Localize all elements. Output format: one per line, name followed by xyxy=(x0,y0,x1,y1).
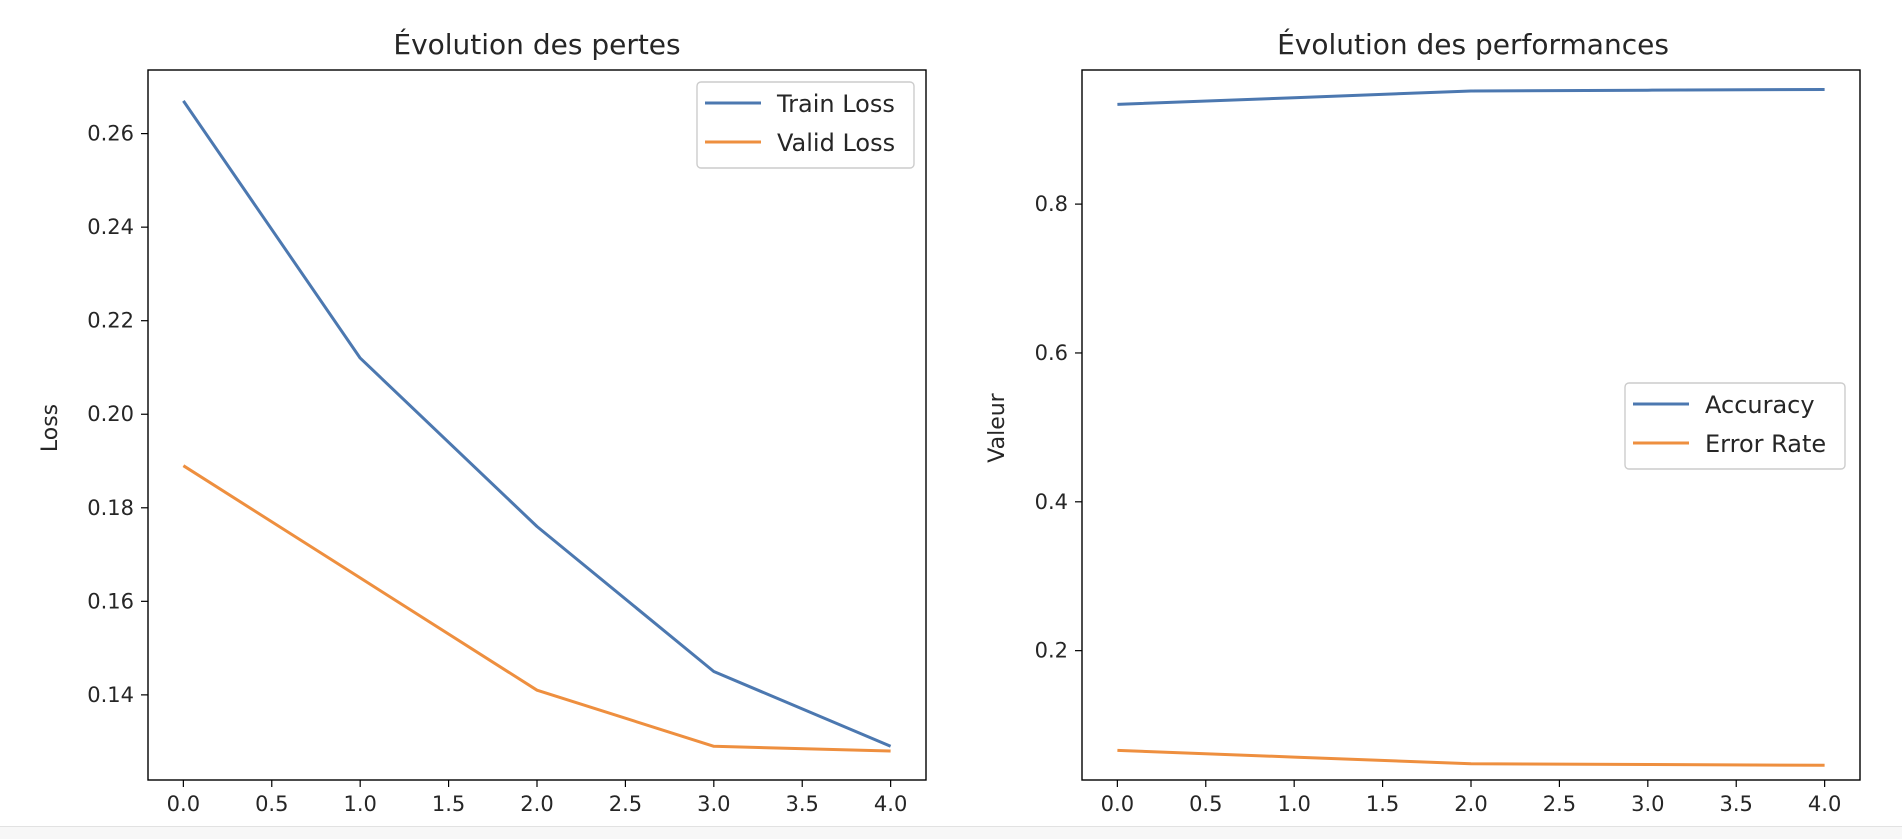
series-line-error-rate xyxy=(1117,748,1825,767)
legend-label: Valid Loss xyxy=(777,129,895,157)
loss-chart-lines xyxy=(182,100,892,753)
loss-chart: Évolution des pertes Loss 0.0 0.5 1.0 1.5 2.… xyxy=(38,27,927,816)
x-tick-label: 2.0 xyxy=(520,792,553,816)
x-tick-label: 2.0 xyxy=(1454,792,1487,816)
x-tick-label: 3.0 xyxy=(1631,792,1664,816)
y-tick-label: 0.6 xyxy=(1035,341,1068,365)
x-tick-label: 1.5 xyxy=(1366,792,1399,816)
x-tick-label: 0.0 xyxy=(167,792,200,816)
performance-chart-legend: Accuracy Error Rate xyxy=(1624,382,1846,470)
series-line-accuracy xyxy=(1117,88,1825,106)
x-tick-label: 0.0 xyxy=(1101,792,1134,816)
performance-chart: Évolution des performances Valeur 0.0 0.5… xyxy=(985,27,1861,816)
loss-chart-title: Évolution des pertes xyxy=(393,27,680,61)
x-tick-label: 1.5 xyxy=(432,792,465,816)
y-tick-label: 0.24 xyxy=(87,215,134,239)
loss-chart-plot-frame xyxy=(147,69,927,781)
y-tick-label: 0.26 xyxy=(87,122,134,146)
y-tick-label: 0.14 xyxy=(87,683,134,707)
series-line-train-loss xyxy=(182,100,892,748)
legend-label: Error Rate xyxy=(1705,430,1826,458)
loss-chart-legend: Train Loss Valid Loss xyxy=(696,81,915,169)
legend-label: Train Loss xyxy=(776,90,895,118)
x-tick-label: 0.5 xyxy=(255,792,288,816)
x-tick-label: 1.0 xyxy=(343,792,376,816)
performance-chart-ticks: 0.0 0.5 1.0 1.5 2.0 2.5 3.0 3.5 4.0 0.2 0.4 0.6 0.8 xyxy=(1035,192,1842,816)
x-tick-label: 4.0 xyxy=(1808,792,1841,816)
y-tick-label: 0.22 xyxy=(87,309,134,333)
performance-chart-plot-frame xyxy=(1081,69,1861,781)
x-tick-label: 2.5 xyxy=(609,792,642,816)
bottom-edge xyxy=(0,826,1902,839)
y-tick-label: 0.18 xyxy=(87,496,134,520)
legend-label: Accuracy xyxy=(1705,391,1815,419)
x-tick-label: 3.5 xyxy=(786,792,819,816)
x-tick-label: 4.0 xyxy=(874,792,907,816)
series-line-valid-loss xyxy=(182,464,891,753)
y-tick-label: 0.8 xyxy=(1035,192,1068,216)
performance-chart-lines xyxy=(1117,88,1825,767)
y-tick-label: 0.4 xyxy=(1035,490,1068,514)
y-tick-label: 0.2 xyxy=(1035,639,1068,663)
y-tick-label: 0.16 xyxy=(87,589,134,613)
performance-chart-ylabel: Valeur xyxy=(985,392,1010,462)
x-tick-label: 0.5 xyxy=(1189,792,1222,816)
x-tick-label: 3.0 xyxy=(697,792,730,816)
y-tick-label: 0.20 xyxy=(87,402,134,426)
x-tick-label: 3.5 xyxy=(1720,792,1753,816)
performance-chart-title: Évolution des performances xyxy=(1277,27,1669,61)
loss-chart-ylabel: Loss xyxy=(38,404,63,452)
x-tick-label: 1.0 xyxy=(1277,792,1310,816)
x-tick-label: 2.5 xyxy=(1543,792,1576,816)
loss-chart-ticks: 0.0 0.5 1.0 1.5 2.0 2.5 3.0 3.5 4.0 0.14 0.16 0.18 0… xyxy=(87,122,907,816)
